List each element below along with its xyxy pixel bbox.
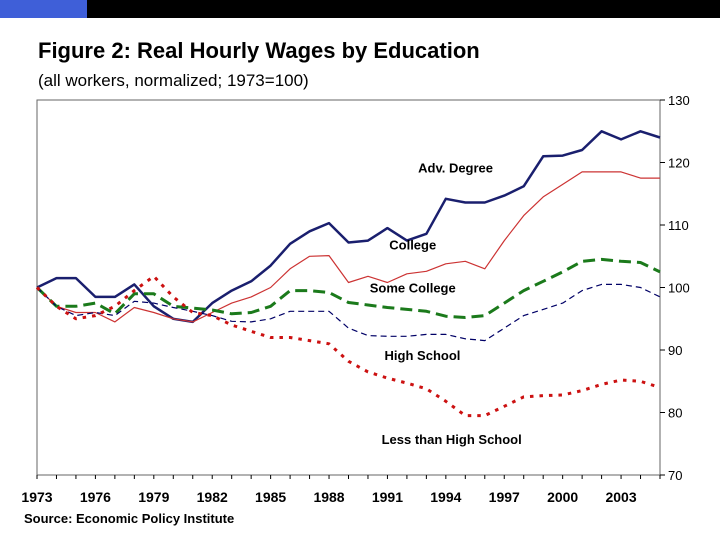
series-label: Some College	[370, 281, 456, 296]
series-label: College	[389, 237, 436, 252]
x-tick-label: 1997	[489, 489, 520, 505]
series-label: Adv. Degree	[418, 161, 493, 176]
top-bar-accent	[0, 0, 87, 18]
series-line-adv-degree	[36, 130, 661, 324]
chart-subtitle: (all workers, normalized; 1973=100)	[38, 71, 309, 90]
x-tick-label: 1976	[80, 489, 111, 505]
x-tick-label: 1982	[197, 489, 228, 505]
x-tick-label: 1979	[138, 489, 169, 505]
chart-title: Figure 2: Real Hourly Wages by Education	[38, 38, 480, 63]
y-tick-label: 120	[668, 156, 690, 171]
series-label: Less than High School	[382, 432, 522, 447]
series-line-high-school	[36, 283, 661, 342]
x-tick-label: 1985	[255, 489, 286, 505]
y-tick-label: 110	[668, 218, 689, 233]
series-line-college	[36, 171, 660, 323]
top-bar	[0, 0, 720, 18]
series-label: High School	[385, 348, 461, 363]
y-tick-label: 90	[668, 343, 682, 358]
y-tick-label: 80	[668, 406, 682, 421]
x-tick-label: 1994	[430, 489, 461, 505]
y-tick-label: 100	[668, 281, 690, 296]
x-tick-label: 1988	[313, 489, 344, 505]
x-tick-label: 1973	[21, 489, 52, 505]
y-tick-label: 130	[668, 93, 690, 108]
x-tick-label: 2003	[605, 489, 636, 505]
series-line-less-than-high-school	[35, 274, 661, 418]
x-tick-label: 1991	[372, 489, 403, 505]
chart-source: Source: Economic Policy Institute	[24, 511, 235, 526]
x-tick-label: 2000	[547, 489, 578, 505]
y-tick-label: 70	[668, 468, 682, 483]
series-line-some-college	[35, 257, 661, 319]
